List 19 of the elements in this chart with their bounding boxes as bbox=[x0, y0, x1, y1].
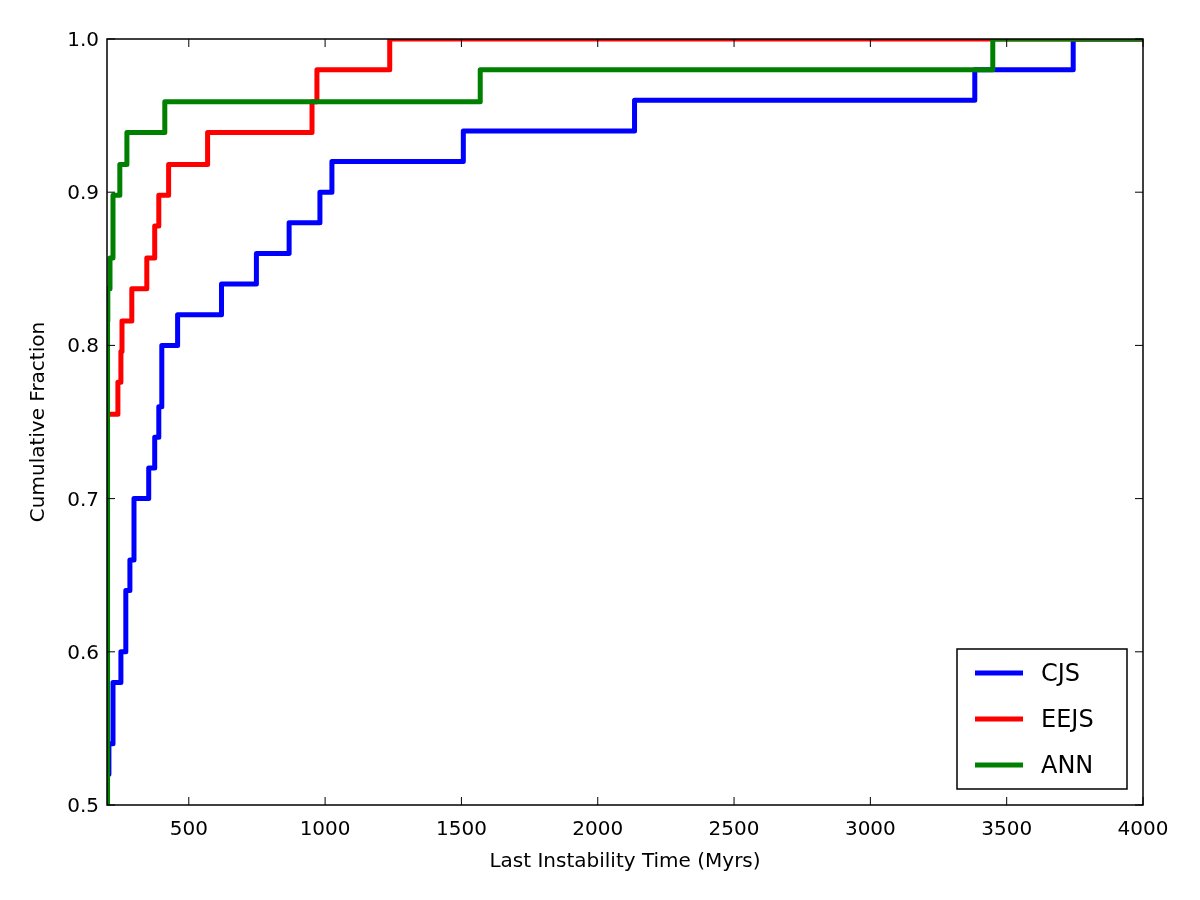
y-tick-label: 0.8 bbox=[67, 333, 99, 358]
y-tick-label: 0.6 bbox=[67, 639, 99, 664]
legend-label: EEJS bbox=[1041, 705, 1094, 734]
legend-label: ANN bbox=[1041, 751, 1094, 780]
x-tick-label: 1000 bbox=[299, 816, 351, 840]
x-tick-label: 3000 bbox=[844, 816, 896, 840]
y-tick-label: 1.0 bbox=[67, 27, 99, 51]
legend-label: CJS bbox=[1041, 659, 1081, 688]
x-axis-title: Last Instability Time (Myrs) bbox=[489, 848, 761, 872]
y-tick-label: 0.5 bbox=[67, 793, 99, 817]
x-tick-label: 4000 bbox=[1117, 816, 1169, 840]
y-tick-label: 0.7 bbox=[67, 486, 99, 511]
x-tick-label: 3500 bbox=[981, 816, 1033, 840]
x-tick-label: 1500 bbox=[435, 816, 487, 840]
x-tick-label: 2000 bbox=[572, 816, 624, 840]
y-axis-title: Cumulative Fraction bbox=[25, 321, 49, 523]
y-tick-label: 0.9 bbox=[67, 180, 99, 205]
x-tick-label: 500 bbox=[169, 816, 208, 840]
x-tick-label: 2500 bbox=[708, 816, 760, 840]
